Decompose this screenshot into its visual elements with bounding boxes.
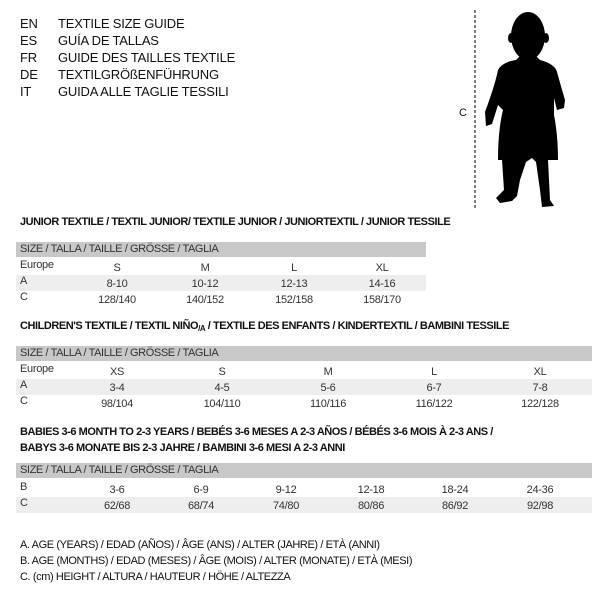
table-cell: 68/74 <box>187 500 215 512</box>
table-cell: 104/110 <box>203 398 241 410</box>
children-section-title: CHILDREN'S TEXTILE / TEXTIL NIÑO/A / TEX… <box>20 319 510 336</box>
table-cell: 92/98 <box>526 500 554 512</box>
table-cell: L <box>291 262 297 274</box>
table-cell: 5-6 <box>320 382 336 394</box>
lang-title: GUÍA DE TALLAS <box>58 33 159 48</box>
row-label: C <box>20 497 28 509</box>
table-cell: 8-10 <box>106 278 128 290</box>
table-cell: XL <box>375 262 389 274</box>
figure-height-label: C <box>459 107 467 119</box>
table-cell: 4-5 <box>214 382 230 394</box>
table-cell: M <box>323 366 333 378</box>
table-cell: 12-13 <box>280 278 308 290</box>
junior-size-header: SIZE / TALLA / TAILLE / GRÖSSE / TAGLIA <box>16 242 426 257</box>
row-label: C <box>20 291 28 303</box>
table-cell: 6-7 <box>426 382 442 394</box>
table-cell: 74/80 <box>272 500 300 512</box>
lang-code: IT <box>20 84 32 99</box>
table-cell: 10-12 <box>191 278 219 290</box>
table-cell: XL <box>533 366 547 378</box>
table-cell: 24-36 <box>526 484 554 496</box>
row-label: A <box>20 275 28 287</box>
table-row: Europe XS S M L XL <box>16 363 592 379</box>
table-cell: 86/92 <box>441 500 469 512</box>
table-cell: S <box>113 262 121 274</box>
table-cell: 128/140 <box>98 294 136 306</box>
table-cell: 158/170 <box>363 294 401 306</box>
table-cell: XS <box>109 366 125 378</box>
legend-item: A. AGE (YEARS) / EDAD (AÑOS) / ÂGE (ANS)… <box>20 539 380 551</box>
table-row: Europe S M L XL <box>16 259 426 275</box>
lang-title: TEXTILE SIZE GUIDE <box>58 16 185 31</box>
table-cell: 116/122 <box>415 398 453 410</box>
junior-section-title: JUNIOR TEXTILE / TEXTIL JUNIOR/ TEXTILE … <box>20 216 451 228</box>
babies-section-title-line2: BABYS 3-6 MONATE BIS 2-3 JAHRE / BAMBINI… <box>20 442 345 454</box>
table-cell: 152/158 <box>275 294 313 306</box>
title-subscript: /A <box>198 324 206 333</box>
lang-title: GUIDE DES TAILLES TEXTILE <box>58 50 236 65</box>
table-cell: 9-12 <box>275 484 297 496</box>
row-label: C <box>20 395 28 407</box>
table-cell: 12-18 <box>357 484 385 496</box>
row-label: B <box>20 481 28 493</box>
title-part: / TEXTILE DES ENFANTS / KINDERTEXTIL / B… <box>205 320 510 332</box>
table-cell: 6-9 <box>193 484 209 496</box>
table-cell: 110/116 <box>309 398 347 410</box>
lang-code: EN <box>20 16 38 31</box>
row-label: Europe <box>20 363 54 375</box>
legend-item: B. AGE (MONTHS) / EDAD (MESES) / ÂGE (MO… <box>20 555 413 567</box>
child-silhouette-icon <box>474 10 565 208</box>
table-cell: 7-8 <box>532 382 548 394</box>
children-size-header: SIZE / TALLA / TAILLE / GRÖSSE / TAGLIA <box>16 346 592 361</box>
lang-code: FR <box>20 50 37 65</box>
table-row: B 3-6 6-9 9-12 12-18 18-24 24-36 <box>16 481 592 497</box>
table-cell: 3-4 <box>109 382 125 394</box>
babies-section-title-line1: BABIES 3-6 MONTH TO 2-3 YEARS / BEBÉS 3-… <box>20 426 493 438</box>
lang-title: TEXTILGRÖßENFÜHRUNG <box>58 67 219 82</box>
table-cell: 80/86 <box>357 500 385 512</box>
table-cell: 140/152 <box>186 294 224 306</box>
table-row: C 62/68 68/74 74/80 80/86 86/92 92/98 <box>16 497 592 513</box>
row-label: A <box>20 379 28 391</box>
lang-code: ES <box>20 33 37 48</box>
table-cell: 122/128 <box>521 398 559 410</box>
legend-item: C. (cm) HEIGHT / ALTURA / HAUTEUR / HÖHE… <box>20 571 291 583</box>
table-cell: 98/104 <box>101 398 133 410</box>
table-cell: 18-24 <box>441 484 469 496</box>
table-row: C 128/140 140/152 152/158 158/170 <box>16 291 426 307</box>
table-row: C 98/104 104/110 110/116 116/122 122/128 <box>16 395 592 411</box>
table-cell: 3-6 <box>109 484 125 496</box>
table-cell: S <box>218 366 226 378</box>
table-row: A 8-10 10-12 12-13 14-16 <box>16 275 426 291</box>
table-cell: L <box>431 366 437 378</box>
lang-code: DE <box>20 67 38 82</box>
row-label: Europe <box>20 259 54 271</box>
babies-size-header: SIZE / TALLA / TAILLE / GRÖSSE / TAGLIA <box>16 463 592 478</box>
table-row: A 3-4 4-5 5-6 6-7 7-8 <box>16 379 592 395</box>
table-cell: M <box>200 262 210 274</box>
table-cell: 14-16 <box>368 278 396 290</box>
title-part: CHILDREN'S TEXTILE / TEXTIL NIÑO <box>20 320 199 332</box>
lang-title: GUIDA ALLE TAGLIE TESSILI <box>58 84 229 99</box>
table-cell: 62/68 <box>103 500 131 512</box>
